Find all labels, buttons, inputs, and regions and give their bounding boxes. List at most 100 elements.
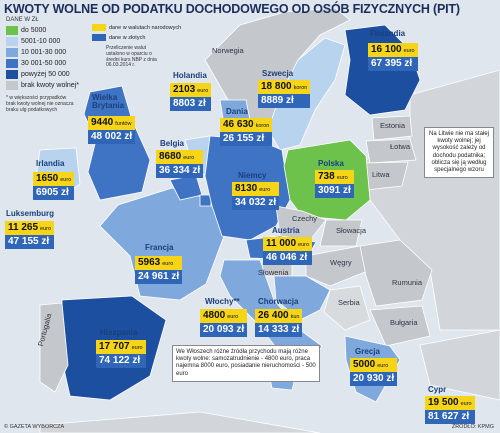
country-box: 4800 euro 20 093 zł: [200, 309, 248, 337]
box-type-label: dane w walutach narodowych: [109, 24, 182, 31]
country-label: Bułgaria: [390, 318, 418, 327]
country-box: 5963 euro 24 961 zł: [135, 256, 183, 284]
country-name: Wielka Brytania: [92, 93, 125, 110]
value: 19 500: [428, 397, 459, 408]
legend-swatch: [6, 81, 18, 90]
currency: euro: [377, 363, 389, 369]
rate-note: Przeliczenie walut ustalono w oparciu o …: [106, 45, 157, 69]
country-box: 11 000 euro 46 046 zł: [263, 237, 313, 265]
bulgaria: [369, 305, 431, 347]
box-type-swatch: [92, 34, 106, 41]
currency: euro: [460, 401, 472, 407]
country-box: 1650 euro 6905 zł: [33, 172, 75, 200]
pln-value: 34 032 zł: [232, 196, 280, 210]
national-value: 18 800 koron: [258, 80, 311, 94]
currency: euro: [259, 187, 271, 193]
legend-item: 10 001-30 000: [6, 48, 66, 57]
currency: funtów: [115, 121, 132, 127]
box-type-label: dane w złotych: [109, 34, 146, 41]
country-box: 19 500 euro 81 627 zł: [425, 396, 475, 424]
country-name: Luksemburg: [6, 209, 55, 218]
czechia: [275, 205, 327, 241]
currency: euro: [403, 48, 415, 54]
country-box: 17 707 euro 74 122 zł: [96, 340, 146, 368]
box-type-swatch: [92, 24, 106, 31]
national-value: 5000 euro: [350, 358, 398, 372]
lithuania-note: Na Litwie nie ma stałej kwoty wolnej; je…: [424, 127, 494, 179]
country-name: Holandia: [173, 71, 207, 80]
legend-label: 30 001-50 000: [21, 60, 67, 67]
country-box: 8130 euro 34 032 zł: [232, 182, 280, 210]
footnote: * w większości przypadków brak kwoty wol…: [6, 95, 74, 113]
country-name: Włochy**: [205, 297, 240, 306]
national-value: 5963 euro: [135, 256, 183, 270]
value: 11 265: [8, 222, 39, 233]
country-name: Austria: [272, 226, 300, 235]
currency: euro: [183, 155, 195, 161]
national-value: 8130 euro: [232, 182, 280, 196]
legend-label: do 5000: [21, 27, 47, 34]
currency: euro: [60, 177, 72, 183]
national-value: 11 265 euro: [5, 221, 55, 235]
value: 738: [318, 171, 335, 182]
currency: euro: [197, 88, 209, 94]
value: 5963: [138, 257, 161, 268]
country-label: Litwa: [372, 170, 390, 179]
pln-value: 3091 zł: [315, 184, 354, 198]
pln-value: 14 333 zł: [255, 323, 303, 337]
pln-value: 20 093 zł: [200, 323, 248, 337]
country-box: 9440 funtów 48 002 zł: [88, 116, 136, 144]
country-box: 738 euro 3091 zł: [315, 170, 354, 198]
country-label: Węgry: [330, 258, 352, 267]
pln-value: 74 122 zł: [96, 354, 146, 368]
national-value: 17 707 euro: [96, 340, 146, 354]
country-label: Czechy: [292, 214, 318, 223]
luxembourg: [199, 194, 212, 207]
value: 5000: [353, 359, 376, 370]
national-value: 4800 euro: [200, 309, 248, 323]
country-name: Irlandia: [36, 159, 65, 168]
value: 18 800: [261, 81, 292, 92]
national-value: 19 500 euro: [425, 396, 475, 410]
country-name: Hiszpania: [100, 328, 138, 337]
source: ŹRÓDŁO: KPMG: [451, 424, 494, 430]
country-box: 5000 euro 20 930 zł: [350, 358, 398, 386]
country-label: Norwegia: [212, 46, 244, 55]
currency: euro: [298, 242, 310, 248]
legend-item: powyżej 50 000: [6, 70, 70, 79]
italy-note: We Włoszech różne źródła przychodu mają …: [172, 345, 320, 382]
country-name: Finlandia: [370, 29, 406, 38]
national-value: 26 400 kun: [255, 309, 303, 323]
value: 46 630: [223, 119, 254, 130]
legend-label: 10 001-30 000: [21, 49, 67, 56]
value: 9440: [91, 117, 114, 128]
country-box: 46 630 koron 26 155 zł: [220, 118, 273, 146]
national-value: 1650 euro: [33, 172, 75, 186]
legend-swatch: [6, 70, 18, 79]
country-name: Chorwacja: [258, 297, 299, 306]
country-label: Łotwa: [390, 142, 411, 151]
value: 26 400: [258, 310, 289, 321]
currency: kun: [290, 314, 300, 320]
country-label: Estonia: [380, 121, 406, 130]
country-box: 11 265 euro 47 155 zł: [5, 221, 55, 249]
legend-swatch: [6, 48, 18, 57]
legend-label: 5001-10 000: [21, 38, 61, 45]
pln-value: 81 627 zł: [425, 410, 475, 424]
currency: koron: [293, 85, 308, 91]
currency: euro: [227, 314, 239, 320]
country-name: Belgia: [160, 139, 185, 148]
pln-value: 48 002 zł: [88, 130, 136, 144]
serbia: [323, 285, 371, 331]
country-label: Rumunia: [392, 278, 423, 287]
pln-value: 47 155 zł: [5, 235, 55, 249]
country-name: Szwecja: [262, 69, 294, 78]
box-type: dane w walutach narodowych: [92, 24, 181, 31]
country-label: Serbia: [338, 298, 360, 307]
country-name: Polska: [318, 159, 344, 168]
value: 4800: [203, 310, 226, 321]
country-box: 8680 euro 36 334 zł: [156, 150, 204, 178]
slovakia: [319, 219, 363, 247]
portugal: [39, 302, 69, 393]
